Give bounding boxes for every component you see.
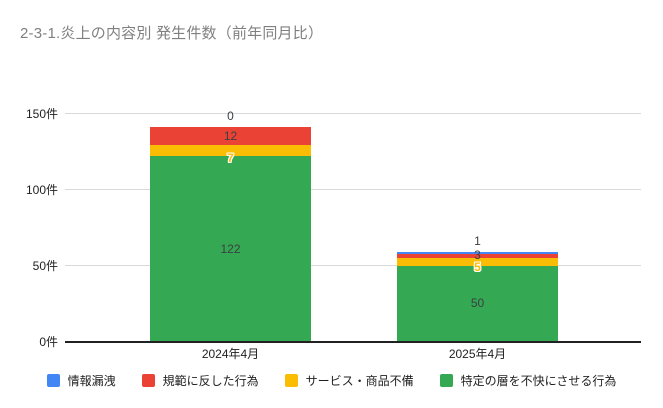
- chart-legend: 情報漏洩 規範に反した行為 サービス・商品不備 特定の層を不快にさせる行為: [0, 372, 663, 389]
- legend-label: サービス・商品不備: [305, 374, 414, 388]
- x-axis-label-2025年4月: 2025年4月: [448, 347, 507, 361]
- x-axis-line: [65, 341, 641, 343]
- x-axis-label-2024年4月: 2024年4月: [201, 347, 260, 361]
- y-axis-label-0: 0件: [39, 335, 58, 349]
- legend-swatch-icon: [141, 374, 155, 387]
- data-label-2024年4月-特定の層を不快にさせる行為: 122: [220, 241, 241, 256]
- data-label-2024年4月-情報漏洩: 0: [227, 108, 234, 123]
- legend-item-規範に反した行為: 規範に反した行為: [141, 372, 259, 389]
- legend-item-特定の層を不快にさせる行為: 特定の層を不快にさせる行為: [439, 372, 617, 389]
- bar-segment-2025年4月-サービス・商品不備: [397, 258, 558, 266]
- chart-title: 2-3-1.炎上の内容別 発生件数（前年同月比）: [20, 25, 324, 42]
- legend-label: 規範に反した行為: [162, 374, 259, 388]
- bar-segment-2024年4月-サービス・商品不備: [150, 145, 311, 157]
- bar-segment-2025年4月-情報漏洩: [397, 252, 558, 254]
- legend-swatch-icon: [284, 374, 298, 387]
- bar-segment-2025年4月-規範に反した行為: [397, 253, 558, 259]
- gridline-150: [65, 113, 641, 114]
- data-label-2025年4月-特定の層を不快にさせる行為: 50: [470, 296, 485, 311]
- y-axis-label-50: 50件: [32, 258, 58, 273]
- y-axis-label-100: 100件: [25, 182, 58, 197]
- legend-label: 情報漏洩: [67, 374, 116, 388]
- data-label-2024年4月-規範に反した行為: 12: [223, 128, 238, 143]
- legend-item-サービス・商品不備: サービス・商品不備: [284, 372, 414, 389]
- data-label-2025年4月-サービス・商品不備: 5: [474, 260, 481, 275]
- y-axis-label-150: 150件: [25, 106, 58, 121]
- bar-segment-2024年4月-規範に反した行為: [150, 127, 311, 146]
- gridline-100: [65, 189, 641, 191]
- gridline-50: [65, 265, 641, 267]
- bar-segment-2025年4月-特定の層を不快にさせる行為: [397, 265, 558, 342]
- data-label-2025年4月-情報漏洩: 1: [474, 233, 481, 248]
- legend-swatch-icon: [439, 374, 453, 387]
- bar-segment-2024年4月-特定の層を不快にさせる行為: [150, 156, 311, 342]
- data-label-2025年4月-規範に反した行為: 3: [474, 248, 481, 263]
- legend-swatch-icon: [46, 374, 60, 387]
- legend-label: 特定の層を不快にさせる行為: [460, 374, 617, 388]
- data-label-2024年4月-サービス・商品不備: 7: [227, 150, 234, 165]
- legend-item-情報漏洩: 情報漏洩: [46, 372, 116, 389]
